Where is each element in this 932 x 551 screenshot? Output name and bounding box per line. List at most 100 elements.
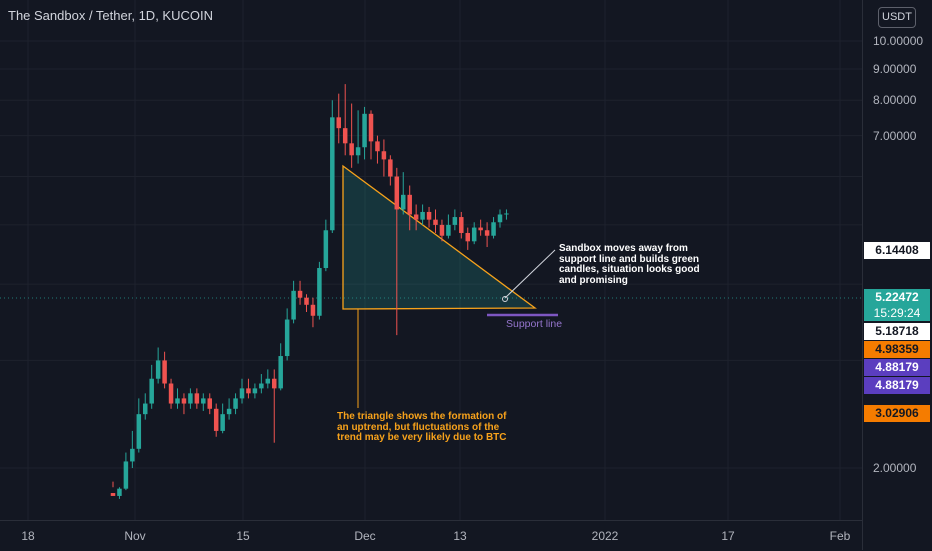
- chart-area[interactable]: The Sandbox / Tether, 1D, KUCOIN The tri…: [0, 0, 862, 520]
- candle: [317, 261, 322, 320]
- currency-button[interactable]: USDT: [878, 7, 916, 28]
- candle: [297, 280, 303, 305]
- candle: [336, 93, 341, 144]
- candle-body: [143, 403, 148, 415]
- candle-body: [330, 117, 335, 231]
- candle-body: [484, 230, 490, 236]
- candle-body: [426, 211, 432, 220]
- candle: [355, 110, 361, 164]
- candle: [155, 347, 161, 384]
- candle-body: [381, 151, 387, 160]
- candle: [291, 280, 296, 324]
- candle-body: [226, 408, 232, 415]
- candle-body: [201, 398, 206, 404]
- candle: [471, 222, 477, 245]
- candle-body: [239, 388, 245, 399]
- price-tag-value: 5.18718: [875, 324, 919, 338]
- candle: [330, 100, 335, 233]
- candle: [388, 155, 393, 186]
- time-tick-label: Feb: [829, 529, 851, 543]
- candle-body: [362, 113, 367, 148]
- time-tick-label: 2022: [591, 529, 619, 543]
- candle-body: [233, 398, 238, 409]
- price-tag: 5.18718: [864, 323, 930, 340]
- candle-body: [220, 414, 225, 431]
- candlestick-chart[interactable]: [0, 0, 862, 520]
- triangle-drawing: [342, 164, 556, 408]
- candle-body: [272, 378, 277, 389]
- candle-body: [136, 414, 142, 449]
- time-tick-label: 18: [21, 529, 35, 543]
- candle: [342, 84, 348, 156]
- candle-body: [497, 214, 503, 223]
- candle: [426, 206, 432, 228]
- candle-body: [478, 227, 483, 231]
- candle-body: [168, 383, 174, 404]
- grid-lines: [0, 0, 862, 520]
- candle-body: [181, 398, 187, 404]
- candle: [246, 378, 251, 399]
- time-tick-label: Nov: [124, 529, 146, 543]
- price-tick-label: 10.00000: [873, 34, 924, 48]
- price-tag: 5.22472 15:29:24: [864, 289, 930, 321]
- candle: [323, 219, 329, 272]
- candle-body: [349, 143, 354, 156]
- candle-body: [110, 493, 116, 496]
- candles: [110, 84, 509, 499]
- candle: [497, 209, 503, 228]
- candle-body: [123, 461, 129, 489]
- price-tag-value: 5.22472: [875, 290, 919, 304]
- candle-body: [252, 388, 258, 394]
- candle-body: [291, 290, 296, 320]
- candle: [162, 351, 167, 389]
- price-tag: 3.02906: [864, 405, 930, 422]
- candle: [233, 393, 238, 415]
- candle-body: [149, 378, 154, 404]
- candle-body: [439, 224, 445, 236]
- price-tag-value: 6.14408: [875, 243, 919, 257]
- candle: [175, 388, 180, 409]
- candle: [420, 204, 425, 225]
- candle-body: [355, 147, 361, 156]
- candle-body: [336, 117, 341, 129]
- sandbox-note: Sandbox moves away from support line and…: [559, 243, 700, 286]
- candle: [110, 481, 116, 496]
- candle: [381, 139, 387, 177]
- candle: [188, 388, 193, 409]
- candle-body: [304, 297, 309, 305]
- candle-body: [407, 194, 412, 215]
- candle-body: [491, 222, 496, 236]
- candle-body: [162, 360, 167, 384]
- candle-body: [388, 159, 393, 177]
- price-tag: 4.88179: [864, 377, 930, 394]
- candle-body: [278, 356, 283, 389]
- candle-body: [284, 319, 290, 357]
- candle-body: [265, 378, 271, 384]
- triangle-pattern: [342, 164, 537, 310]
- time-axis[interactable]: 18 Nov 15 Dec 13 2022 17 Feb: [0, 520, 862, 551]
- candle-body: [117, 488, 122, 496]
- candle: [504, 209, 509, 220]
- candle-body: [394, 176, 400, 210]
- candle-body: [446, 224, 451, 236]
- candle: [278, 343, 283, 391]
- price-tag-countdown: 15:29:24: [873, 306, 921, 320]
- candle: [117, 487, 122, 499]
- candle: [394, 167, 400, 336]
- candle: [194, 388, 200, 409]
- candle: [452, 209, 458, 231]
- triangle-note: The triangle shows the formation of an u…: [337, 411, 507, 443]
- candle: [459, 211, 464, 239]
- candle: [123, 452, 129, 491]
- price-tick-label: 2.00000: [873, 461, 917, 475]
- candle: [143, 393, 148, 420]
- candle: [375, 135, 380, 164]
- price-tick-label: 9.00000: [873, 61, 917, 76]
- candle-body: [401, 194, 406, 210]
- candle-body: [213, 408, 219, 431]
- candle: [272, 369, 277, 443]
- candle: [136, 398, 142, 453]
- time-tick-label: 15: [236, 529, 250, 543]
- price-axis[interactable]: 10.00000 9.00000 8.00000 7.00000 2.00000: [862, 0, 932, 550]
- candle: [220, 403, 225, 434]
